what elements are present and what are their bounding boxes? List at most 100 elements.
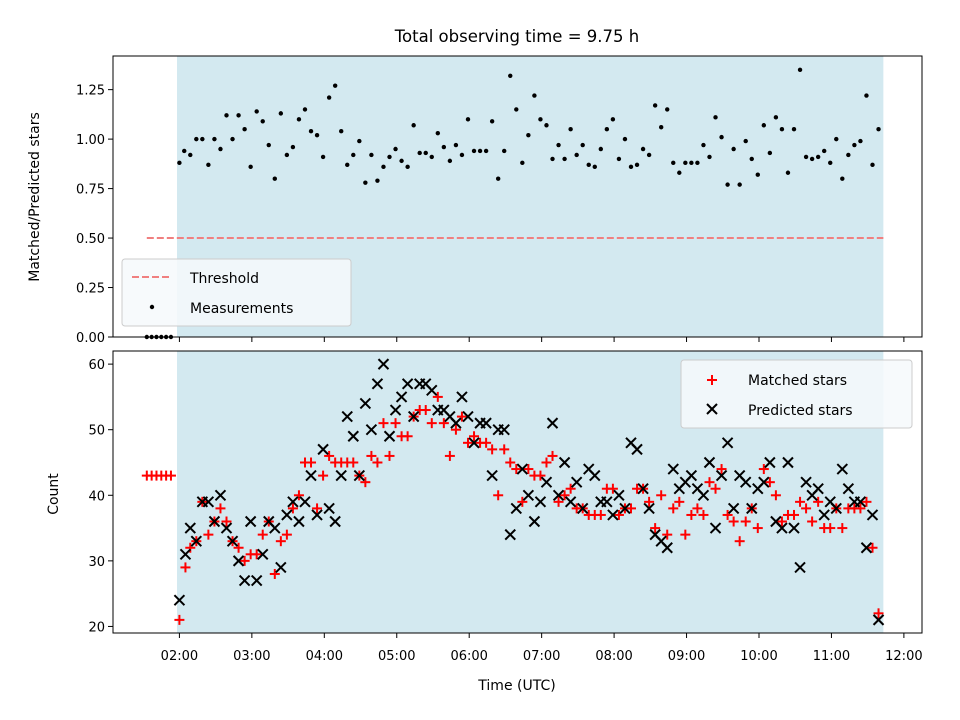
- predicted-star-point: [238, 574, 251, 587]
- matched-star-point: [348, 457, 359, 468]
- predicted-star-point: [383, 430, 396, 442]
- predicted-star-point: [860, 542, 873, 554]
- measurement-point: [375, 178, 380, 183]
- predicted-star-point: [764, 456, 776, 469]
- predicted-star-point: [257, 548, 269, 561]
- matched-star-point: [366, 450, 377, 461]
- predicted-star-point: [558, 456, 571, 469]
- measurement-point: [272, 176, 277, 181]
- measurement-point: [302, 107, 308, 112]
- measurement-point: [616, 156, 622, 162]
- measurement-point: [230, 136, 235, 142]
- matched-star-point: [499, 444, 510, 455]
- measurement-point: [592, 164, 597, 170]
- bottom-legend: Matched stars Predicted stars: [680, 359, 913, 429]
- measurement-point: [683, 160, 688, 166]
- predicted-star-point: [395, 391, 408, 403]
- measurement-point: [218, 146, 223, 152]
- matched-star-point: [728, 516, 739, 527]
- x-tick-label: 04:00: [306, 649, 343, 664]
- measurement-point: [719, 134, 724, 140]
- measurement-point: [441, 144, 447, 150]
- predicted-star-point: [184, 522, 196, 534]
- measurement-point: [489, 119, 495, 124]
- predicted-star-point: [250, 574, 263, 587]
- predicted-star-point: [450, 417, 462, 429]
- measurement-point: [296, 117, 302, 122]
- legend-measurements-swatch: [149, 304, 155, 310]
- measurement-point: [689, 160, 694, 166]
- predicted-star-point: [758, 476, 770, 488]
- predicted-star-point: [299, 496, 311, 508]
- predicted-star-point: [353, 469, 366, 482]
- measurement-point: [423, 150, 428, 156]
- matched-star-point: [680, 529, 691, 540]
- y-tick-label: 60: [88, 358, 105, 373]
- y-tick-label: 0.50: [76, 232, 105, 247]
- measurement-point: [435, 130, 441, 136]
- matched-star-point: [469, 431, 480, 442]
- matched-star-point: [692, 503, 703, 514]
- matched-star-point: [613, 509, 624, 520]
- predicted-star-point: [365, 423, 378, 436]
- x-axis-label: Time (UTC): [477, 678, 555, 694]
- matched-star-point: [837, 523, 848, 534]
- matched-star-point: [505, 457, 516, 468]
- matched-star-point: [378, 418, 389, 429]
- top-legend-box: [121, 258, 352, 327]
- matched-star-point: [281, 529, 292, 540]
- matched-star-point: [867, 542, 878, 553]
- matched-star-point: [269, 568, 280, 579]
- x-tick-label: 11:00: [813, 649, 850, 664]
- measurement-point: [224, 113, 229, 118]
- matched-star-point: [481, 437, 492, 448]
- y-tick-label: 0.25: [76, 282, 105, 297]
- measurement-point: [586, 162, 591, 168]
- predicted-star-point: [866, 509, 879, 521]
- matched-star-point: [710, 483, 721, 494]
- measurement-point: [761, 123, 767, 128]
- matched-star-point: [180, 562, 191, 573]
- matched-star-point: [456, 411, 467, 422]
- predicted-stars-points: [173, 358, 885, 626]
- predicted-star-point: [661, 542, 673, 554]
- legend-matched-marker: [707, 375, 717, 385]
- top-y-ticks: 0.00 0.25 0.50 0.75 1.00 1.25: [76, 84, 113, 346]
- predicted-star-point: [329, 515, 341, 528]
- bottom-x-ticks: 02:00 03:00 04:00 05:00 06:00 07:00 08:00 09:00…: [161, 633, 923, 664]
- matched-star-point: [873, 608, 884, 619]
- predicted-star-point: [643, 502, 655, 515]
- measurement-point: [483, 148, 489, 154]
- x-tick-label: 10:00: [740, 649, 777, 664]
- measurement-point: [508, 73, 513, 78]
- predicted-star-point: [637, 483, 649, 495]
- top-y-axis-label: Matched/Predicted stars: [27, 112, 43, 282]
- measurement-point: [870, 162, 875, 168]
- matched-star-point: [450, 424, 461, 435]
- predicted-star-point: [287, 496, 299, 508]
- predicted-star-point: [401, 378, 414, 390]
- measurement-point: [634, 162, 640, 168]
- matched-star-point: [306, 457, 317, 468]
- predicted-star-point: [872, 614, 885, 626]
- matched-star-point: [287, 503, 298, 514]
- x-tick-label: 02:00: [161, 649, 198, 664]
- measurement-points: [144, 67, 881, 340]
- measurement-point: [544, 123, 549, 128]
- measurement-point: [278, 111, 284, 116]
- measurement-point: [646, 152, 652, 158]
- measurement-point: [852, 142, 857, 148]
- measurement-point: [332, 83, 338, 88]
- predicted-star-point: [323, 502, 335, 515]
- predicted-star-point: [516, 463, 529, 475]
- measurement-point: [459, 152, 465, 158]
- x-tick-label: 07:00: [523, 649, 560, 664]
- measurement-point: [345, 162, 350, 168]
- measurement-point: [749, 156, 754, 162]
- predicted-star-point: [534, 496, 547, 508]
- measurement-point: [290, 144, 296, 150]
- matched-star-point: [644, 496, 655, 507]
- measurement-point: [665, 107, 670, 112]
- measurement-point: [194, 136, 199, 142]
- predicted-star-point: [269, 522, 281, 534]
